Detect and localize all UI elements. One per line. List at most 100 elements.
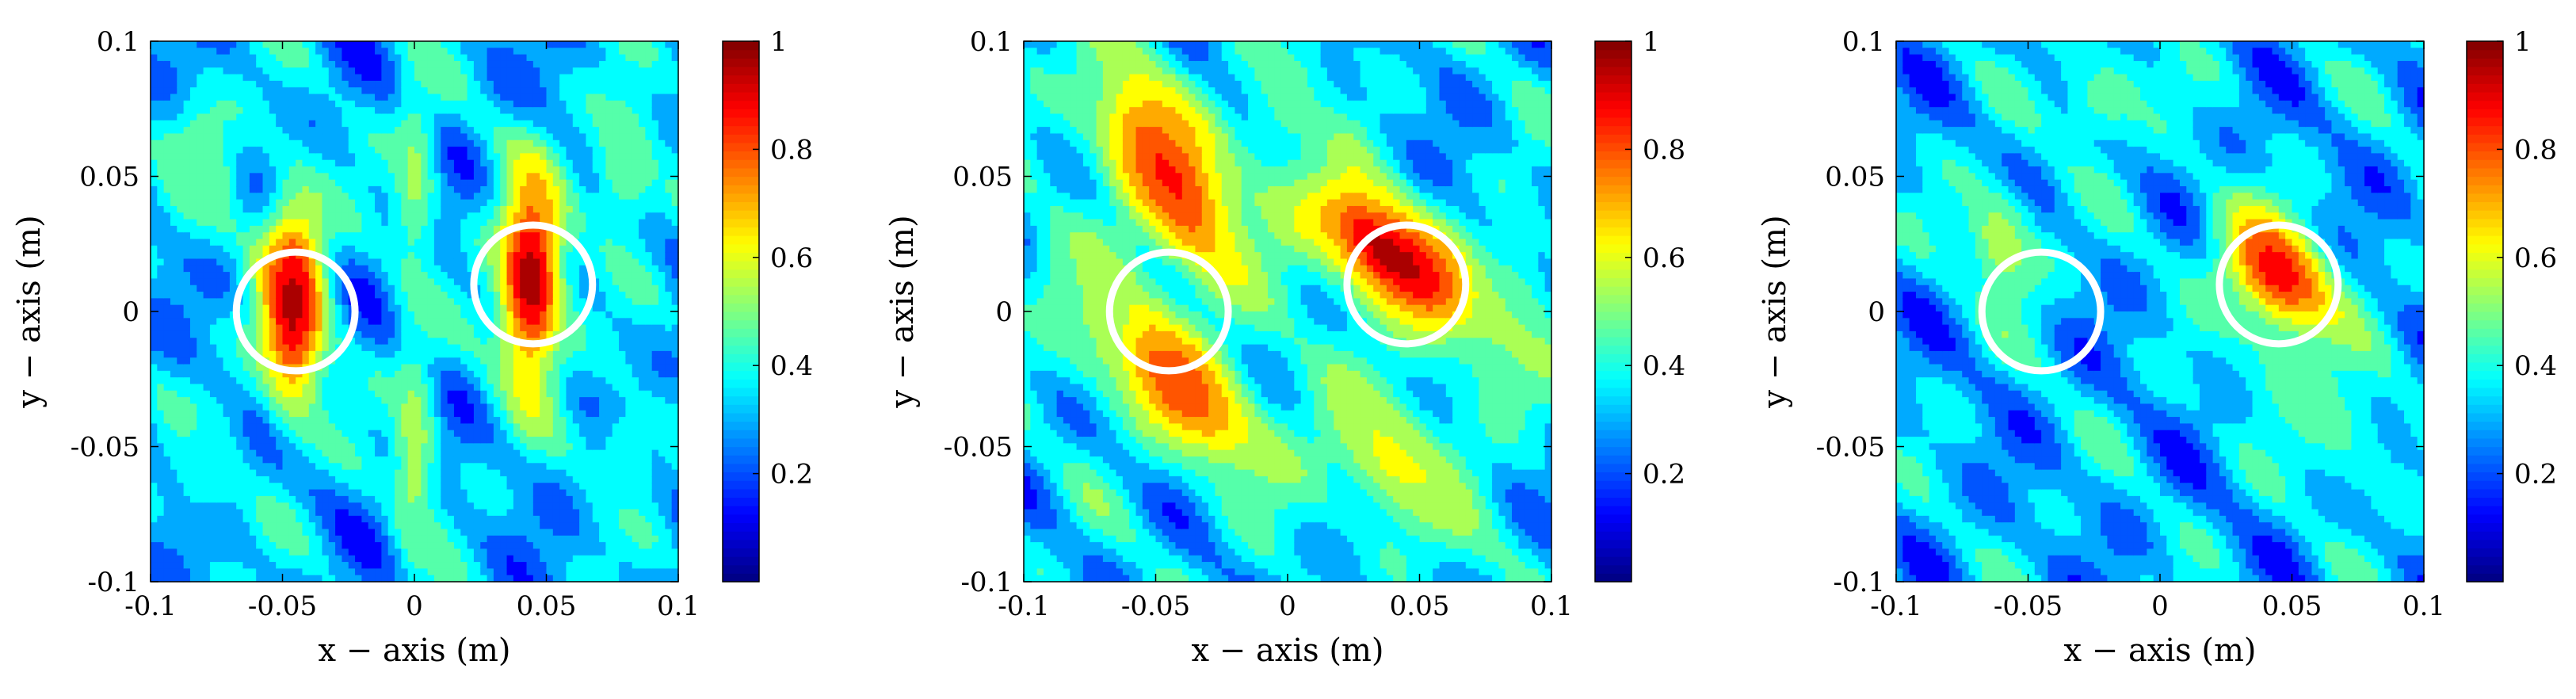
heatmap-cell xyxy=(355,568,362,576)
heatmap-cell xyxy=(368,502,376,510)
heatmap-cell xyxy=(401,74,409,82)
heatmap-cell xyxy=(532,548,540,556)
heatmap-cell xyxy=(375,522,382,530)
heatmap-cell xyxy=(209,397,217,405)
heatmap-cell xyxy=(342,252,349,260)
heatmap-cell xyxy=(532,232,540,240)
heatmap-cell xyxy=(203,133,211,141)
heatmap-cell xyxy=(513,522,521,530)
heatmap-cell xyxy=(177,423,185,431)
heatmap-cell xyxy=(249,292,257,299)
heatmap-cell xyxy=(532,298,540,306)
heatmap-cell xyxy=(342,107,349,115)
heatmap-cell xyxy=(493,212,501,220)
heatmap-cell xyxy=(249,193,257,201)
heatmap-cell xyxy=(256,245,264,253)
heatmap-cell xyxy=(322,173,330,181)
heatmap-cell xyxy=(401,483,409,491)
heatmap-cell xyxy=(546,48,554,55)
heatmap-cell xyxy=(500,133,508,141)
heatmap-cell xyxy=(421,463,429,471)
heatmap-cell xyxy=(421,377,429,385)
heatmap-cell xyxy=(296,219,303,227)
heatmap-cell xyxy=(540,430,548,437)
heatmap-cell xyxy=(532,456,540,464)
heatmap-cell xyxy=(506,330,514,338)
heatmap-cell xyxy=(276,185,284,193)
heatmap-cell xyxy=(302,292,310,299)
heatmap-cell xyxy=(381,80,389,88)
heatmap-cell xyxy=(526,193,534,201)
heatmap-cell xyxy=(177,311,185,319)
heatmap-cell xyxy=(269,469,277,477)
heatmap-cell xyxy=(189,330,197,338)
heatmap-cell xyxy=(163,173,171,181)
heatmap-cell xyxy=(262,133,270,141)
heatmap-cell xyxy=(157,364,165,372)
heatmap-cell xyxy=(236,179,244,187)
heatmap-cell xyxy=(381,456,389,464)
heatmap-cell xyxy=(296,357,303,365)
heatmap-cell xyxy=(433,377,441,385)
heatmap-cell xyxy=(335,278,343,286)
heatmap-cell xyxy=(407,456,415,464)
heatmap-cell xyxy=(467,100,475,108)
heatmap-cell xyxy=(546,344,554,352)
heatmap-cell xyxy=(296,509,303,517)
heatmap-cell xyxy=(269,193,277,201)
heatmap-cell xyxy=(532,245,540,253)
heatmap-cell xyxy=(296,502,303,510)
heatmap-cell xyxy=(407,535,415,543)
heatmap-cell xyxy=(433,219,441,227)
heatmap-cell xyxy=(348,166,356,174)
heatmap-cell xyxy=(381,548,389,556)
heatmap-cell xyxy=(500,443,508,451)
heatmap-cell xyxy=(249,147,257,154)
heatmap-cell xyxy=(189,562,197,569)
heatmap-cell xyxy=(177,502,185,510)
heatmap-cell xyxy=(183,555,191,563)
heatmap-cell xyxy=(532,430,540,437)
heatmap-cell xyxy=(342,318,349,326)
heatmap-cell xyxy=(441,127,448,135)
heatmap-cell xyxy=(500,562,508,569)
heatmap-cell xyxy=(216,417,224,424)
heatmap-cell xyxy=(151,330,158,338)
heatmap-cell xyxy=(157,437,165,444)
heatmap-cell xyxy=(401,403,409,411)
heatmap-cell xyxy=(453,417,461,424)
heatmap-cell xyxy=(520,417,528,424)
heatmap-cell xyxy=(296,515,303,523)
heatmap-cell xyxy=(296,272,303,280)
heatmap-cell xyxy=(414,397,422,405)
heatmap-cell xyxy=(189,80,197,88)
heatmap-cell xyxy=(368,390,376,398)
heatmap-cell xyxy=(395,502,402,510)
heatmap-cell xyxy=(203,463,211,471)
heatmap-cell xyxy=(203,397,211,405)
heatmap-cell xyxy=(223,74,231,82)
heatmap-cell xyxy=(262,495,270,503)
heatmap-cell xyxy=(308,324,316,332)
heatmap-cell xyxy=(540,548,548,556)
heatmap-cell xyxy=(328,489,336,497)
heatmap-cell xyxy=(269,80,277,88)
heatmap-cell xyxy=(308,437,316,444)
heatmap-cell xyxy=(170,350,177,358)
heatmap-cell xyxy=(170,232,177,240)
heatmap-cell xyxy=(368,410,376,418)
heatmap-cell xyxy=(151,219,158,227)
heatmap-cell xyxy=(216,239,224,246)
heatmap-cell xyxy=(288,94,296,101)
heatmap-cell xyxy=(269,318,277,326)
heatmap-cell xyxy=(229,509,237,517)
heatmap-cell xyxy=(282,127,290,135)
heatmap-cell xyxy=(163,94,171,101)
heatmap-cell xyxy=(387,212,395,220)
heatmap-cell xyxy=(433,147,441,154)
heatmap-cell xyxy=(487,548,494,556)
heatmap-cell xyxy=(473,535,481,543)
heatmap-cell xyxy=(395,265,402,273)
heatmap-cell xyxy=(447,417,455,424)
heatmap-cell xyxy=(302,430,310,437)
